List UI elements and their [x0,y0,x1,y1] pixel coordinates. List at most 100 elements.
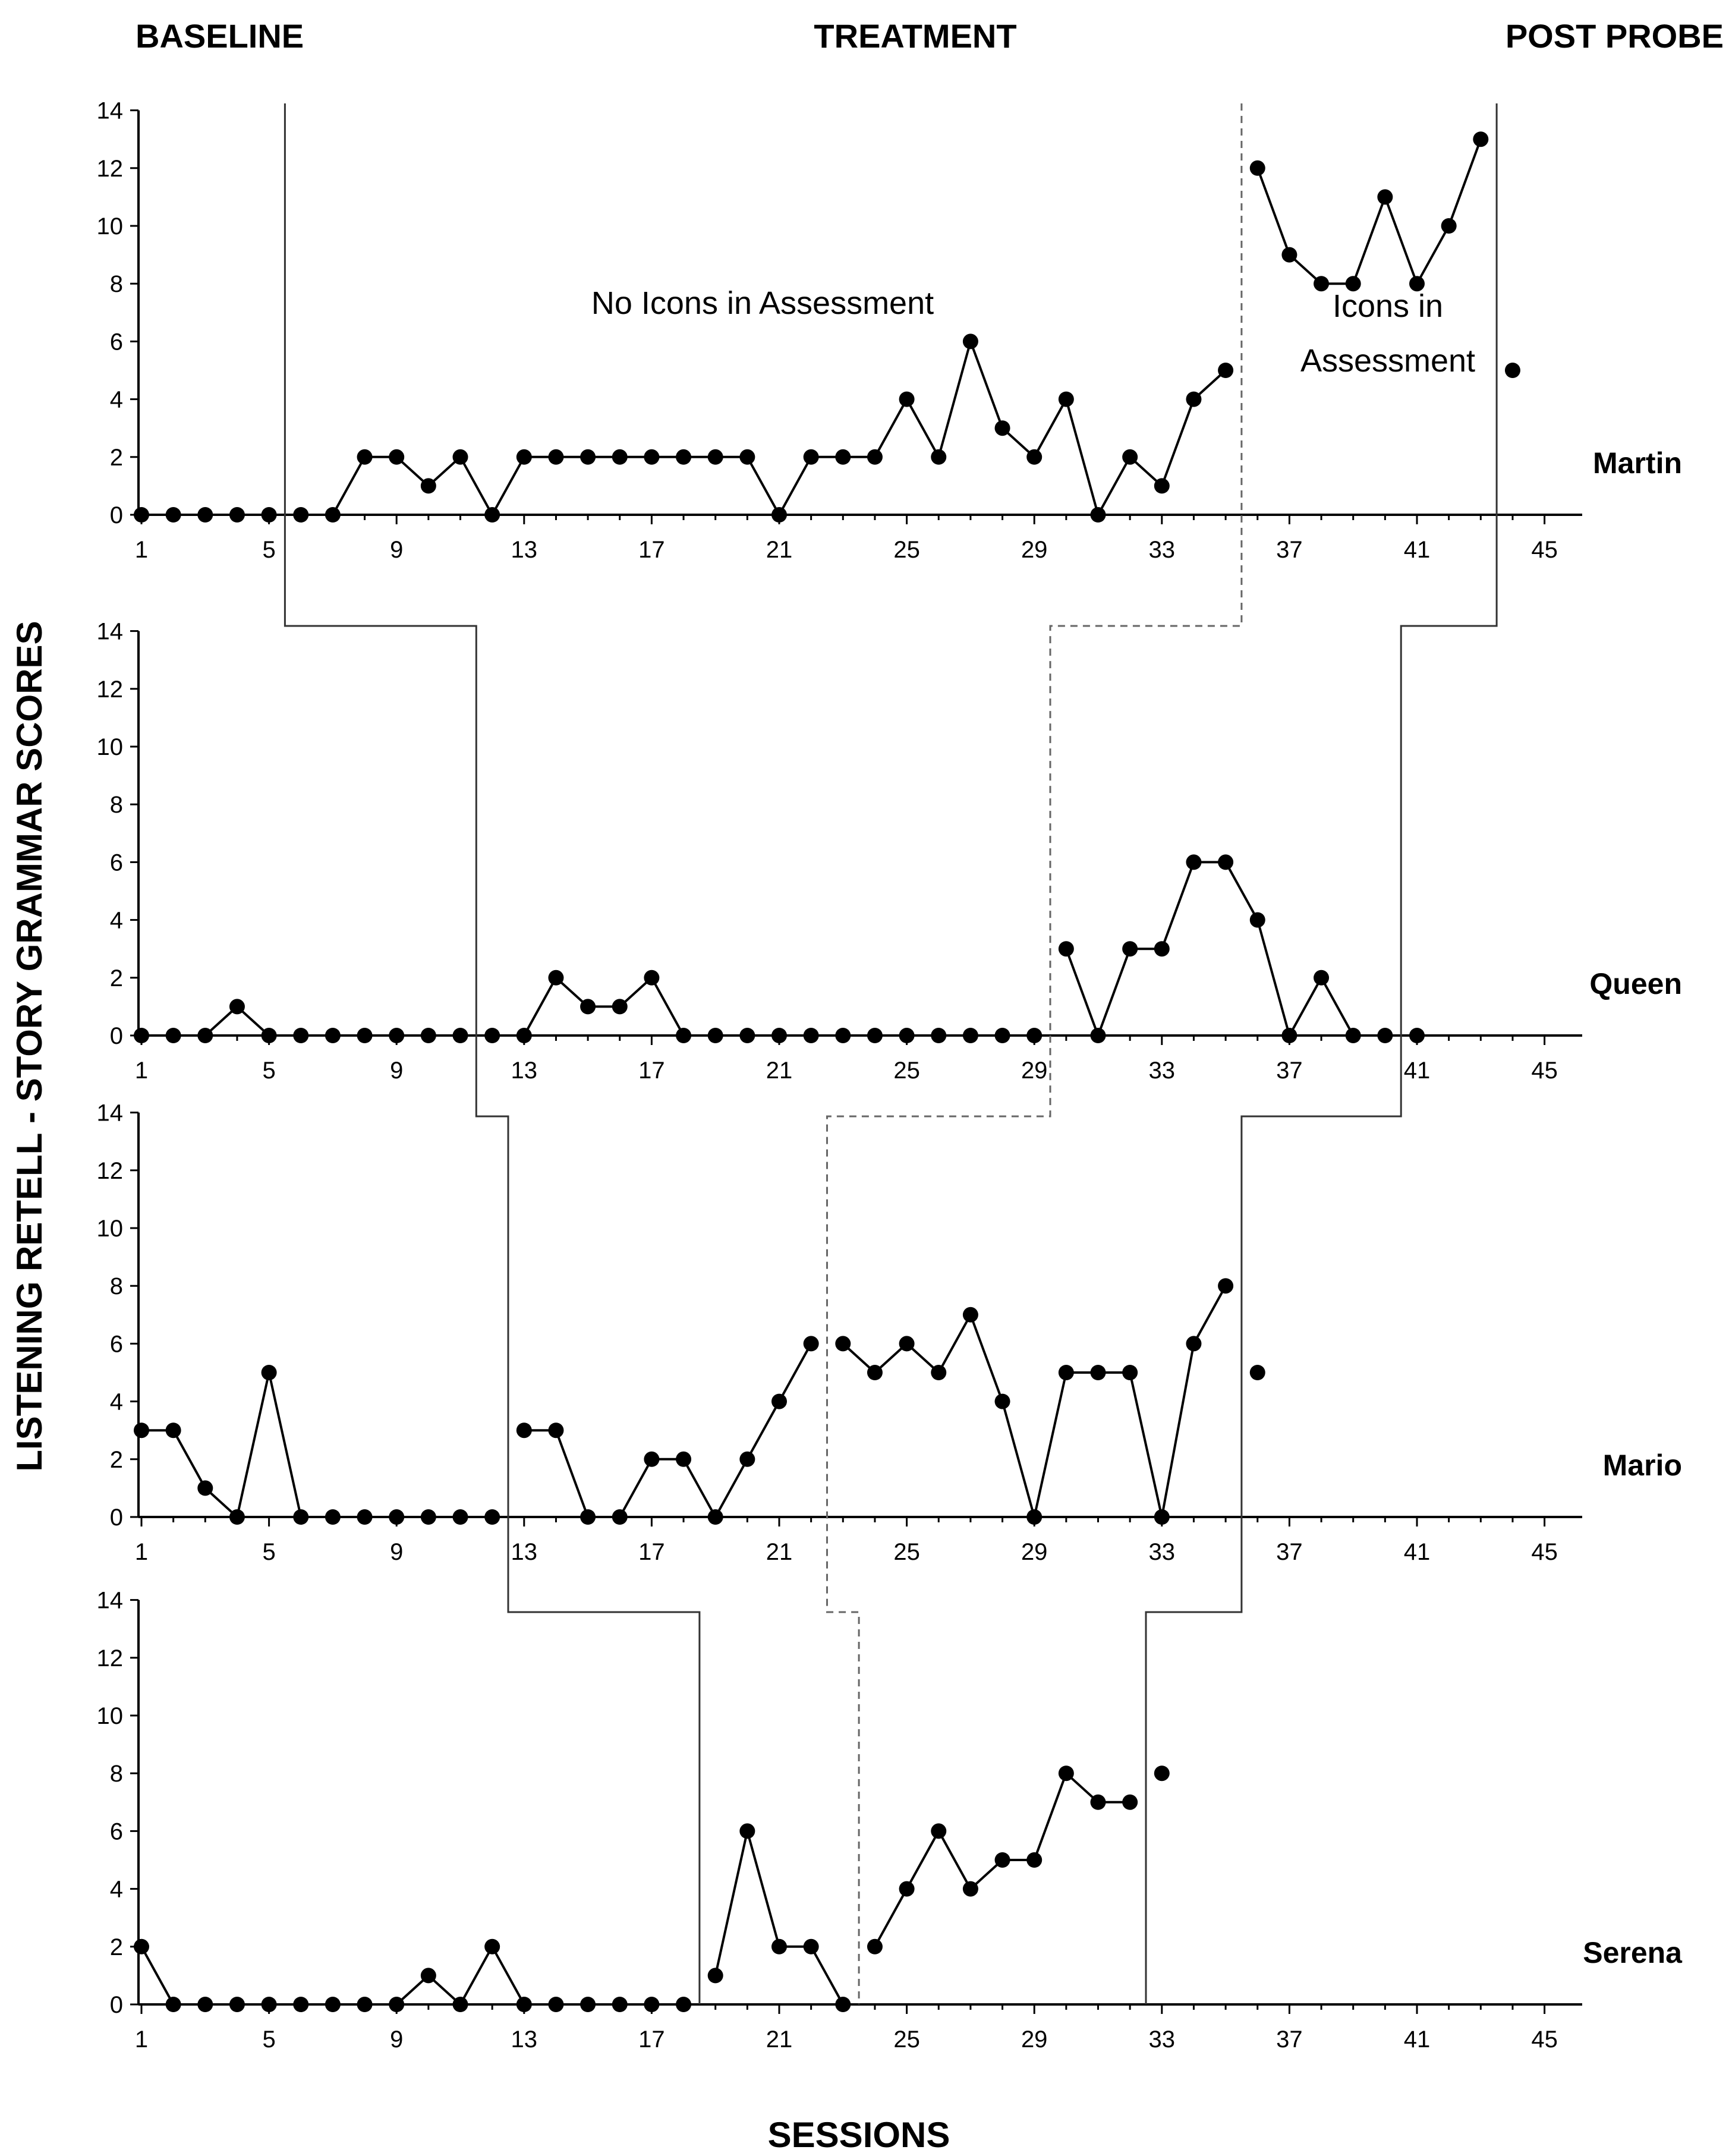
data-point-queen [1314,970,1330,986]
panel-queen: 0 2 4 6 8 10 12 14 1 5 9 13 17 21 25 29 33 37 41 45 Queen [97,619,1683,1084]
x-tick-label: 5 [262,1539,275,1565]
y-tick-label: 0 [110,1023,123,1049]
y-tick-label: 4 [110,1389,123,1415]
x-tick-label: 17 [638,537,665,563]
y-axis-title: LISTENING RETELL - STORY GRAMMAR SCORES [10,621,49,1471]
data-point-queen [1026,1028,1043,1043]
data-point-queen [867,1028,883,1043]
data-point-martin [1504,363,1520,378]
data-point-serena [1154,1765,1170,1782]
data-point-queen [293,1028,309,1043]
data-point-martin [1122,449,1138,465]
data-point-queen [452,1028,468,1043]
x-tick-label: 1 [135,2026,148,2053]
data-point-serena [707,1968,723,1984]
data-point-queen [676,1028,692,1043]
y-tick-label: 0 [110,1505,123,1531]
participant-label-queen: Queen [1589,967,1682,1000]
data-point-martin [1218,363,1234,378]
data-point-martin [484,507,500,523]
data-point-serena [1122,1794,1138,1810]
data-point-queen [325,1028,341,1043]
x-tick-label: 45 [1531,1057,1558,1084]
data-point-mario [325,1509,341,1525]
x-tick-label: 37 [1276,537,1303,563]
data-point-queen [580,999,596,1015]
data-point-mario [1249,1365,1265,1380]
annotation-icons-line1: Icons in [1333,288,1443,324]
series-line-mario [141,1371,493,1518]
data-point-martin [452,449,468,465]
x-tick-label: 5 [262,1057,275,1084]
data-point-mario [803,1336,819,1352]
x-tick-label: 13 [511,537,538,563]
panel-mario: 0 2 4 6 8 10 12 14 1 5 9 13 17 21 25 29 33 37 41 45 Mario [97,1100,1683,1565]
data-point-queen [484,1028,500,1043]
data-point-martin [835,449,851,465]
y-tick-label: 14 [97,619,124,645]
data-point-serena [389,1997,405,2012]
x-tick-label: 45 [1531,2026,1558,2053]
data-point-mario [676,1451,692,1467]
data-point-martin [548,449,564,465]
y-tick-label: 2 [110,445,123,471]
y-tick-label: 10 [97,213,124,240]
data-point-martin [1249,160,1265,176]
data-point-mario [644,1451,660,1467]
data-point-serena [1058,1765,1074,1782]
series-line-mario [524,1343,812,1518]
data-point-mario [389,1509,405,1525]
y-tick-label: 14 [97,1588,124,1614]
data-point-mario [1154,1509,1170,1525]
data-point-serena [548,1997,564,2012]
data-point-martin [899,391,915,407]
phase-label-baseline: BASELINE [136,17,304,55]
data-point-queen [1186,854,1202,870]
data-point-mario [357,1509,373,1525]
data-point-martin [1026,449,1043,465]
data-point-queen [1409,1028,1425,1043]
x-tick-label: 9 [390,1539,403,1565]
x-tick-label: 1 [135,1057,148,1084]
series-line-serena [140,1945,684,2006]
data-point-queen [1281,1028,1297,1043]
data-point-queen [261,1028,277,1043]
data-point-mario [739,1451,755,1467]
data-point-serena [1090,1794,1106,1810]
data-point-serena [771,1938,787,1954]
y-tick-label: 2 [110,965,123,992]
data-point-mario [1122,1365,1138,1380]
data-point-queen [1345,1028,1361,1043]
data-point-serena [325,1997,341,2012]
phase-label-post-probe: POST PROBE [1506,17,1724,55]
x-tick-label: 21 [766,1539,793,1565]
data-point-martin [229,507,245,523]
data-point-queen [1058,941,1074,957]
annotation-icons-line2: Assessment [1300,343,1475,379]
participant-label-mario: Mario [1603,1449,1682,1482]
data-point-mario [229,1509,245,1525]
y-tick-label: 6 [110,849,123,876]
x-tick-label: 17 [638,2026,665,2053]
y-tick-label: 0 [110,502,123,528]
data-point-martin [994,420,1010,436]
series-line-mario [842,1285,1227,1518]
data-point-martin [962,333,978,350]
x-tick-label: 45 [1531,537,1558,563]
data-point-queen [197,1028,213,1043]
data-point-serena [867,1938,883,1954]
data-point-queen [994,1028,1010,1043]
data-point-martin [1377,189,1393,205]
data-point-mario [516,1422,532,1439]
data-point-queen [516,1028,532,1043]
x-tick-label: 33 [1149,1539,1176,1565]
data-point-serena [261,1997,277,2012]
x-tick-label: 25 [893,2026,920,2053]
data-point-martin [1314,276,1330,292]
phase-line-icons-in-assessment [826,103,1243,2004]
data-point-queen [134,1028,149,1043]
panel-martin: 0 2 4 6 8 10 12 14 1 5 9 13 17 21 25 29 33 37 41 45 Martin [97,98,1683,563]
x-tick-label: 29 [1021,537,1048,563]
data-point-queen [1122,941,1138,957]
